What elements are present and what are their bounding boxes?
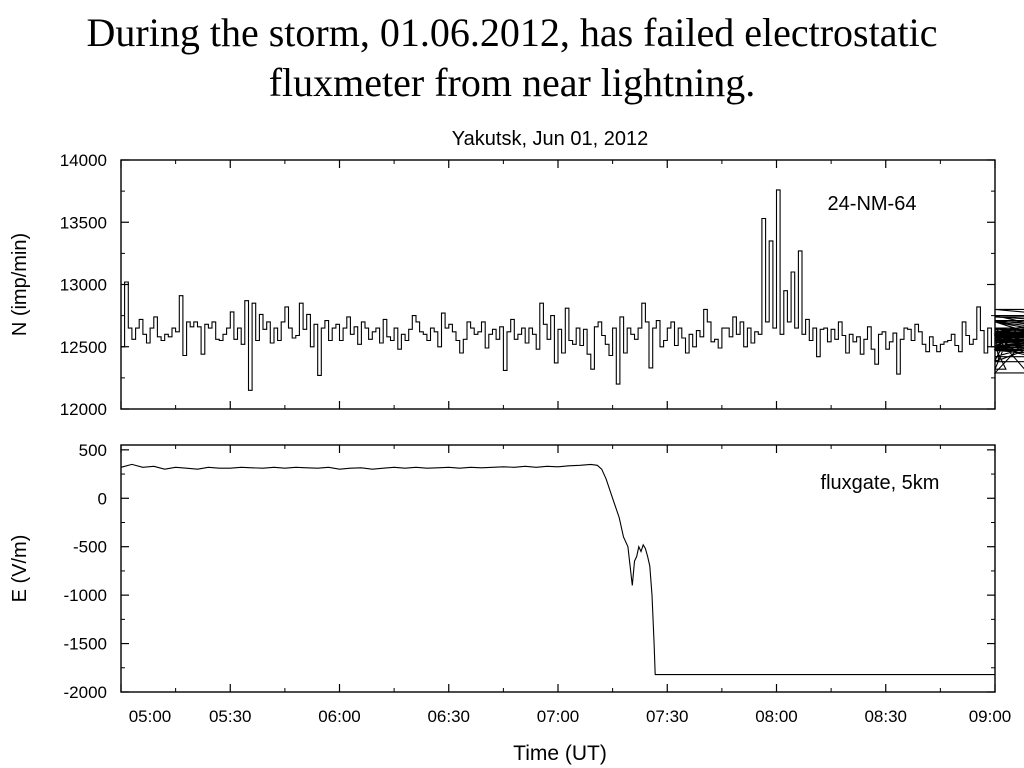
panel-1 bbox=[120, 159, 1024, 410]
x-tick-label: 08:30 bbox=[864, 707, 907, 726]
y-tick-label: 13500 bbox=[60, 213, 107, 232]
y-tick-label: 12000 bbox=[60, 400, 107, 419]
x-axis-label: Time (UT) bbox=[513, 742, 607, 765]
series-line bbox=[121, 189, 1024, 391]
y-tick-label: 12500 bbox=[60, 338, 107, 357]
y-axis-label: N (imp/min) bbox=[9, 233, 31, 336]
slide-title-line-1: During the storm, 01.06.2012, has failed… bbox=[86, 10, 938, 55]
x-tick-label: 08:00 bbox=[755, 707, 798, 726]
x-tick-label: 05:00 bbox=[129, 707, 172, 726]
y-tick-label: -2000 bbox=[64, 683, 107, 702]
x-tick-label: 06:30 bbox=[427, 707, 470, 726]
y-tick-label: 0 bbox=[98, 489, 107, 508]
x-tick-label: 07:00 bbox=[537, 707, 580, 726]
series-line bbox=[120, 463, 995, 676]
series-annotation: 24-NM-64 bbox=[828, 193, 917, 215]
y-tick-label: 13000 bbox=[60, 276, 107, 295]
panel-2 bbox=[120, 444, 996, 693]
y-tick-label: 14000 bbox=[60, 151, 107, 170]
slide-title: During the storm, 01.06.2012, has failed… bbox=[0, 8, 1024, 108]
y-tick-label: -1000 bbox=[64, 586, 107, 605]
slide-title-line-2: fluxmeter from near lightning. bbox=[268, 60, 756, 105]
y-tick-label: -500 bbox=[73, 538, 107, 557]
y-tick-label: 500 bbox=[79, 441, 107, 460]
x-tick-label: 06:00 bbox=[318, 707, 361, 726]
x-tick-label: 05:30 bbox=[209, 707, 252, 726]
series-annotation: fluxgate, 5km bbox=[821, 472, 940, 494]
y-axis-label: E (V/m) bbox=[9, 535, 31, 603]
x-tick-label: 07:30 bbox=[646, 707, 689, 726]
y-tick-label: -1500 bbox=[64, 635, 107, 654]
x-tick-label: 09:00 bbox=[969, 707, 1012, 726]
chart-title: Yakutsk, Jun 01, 2012 bbox=[452, 128, 648, 150]
